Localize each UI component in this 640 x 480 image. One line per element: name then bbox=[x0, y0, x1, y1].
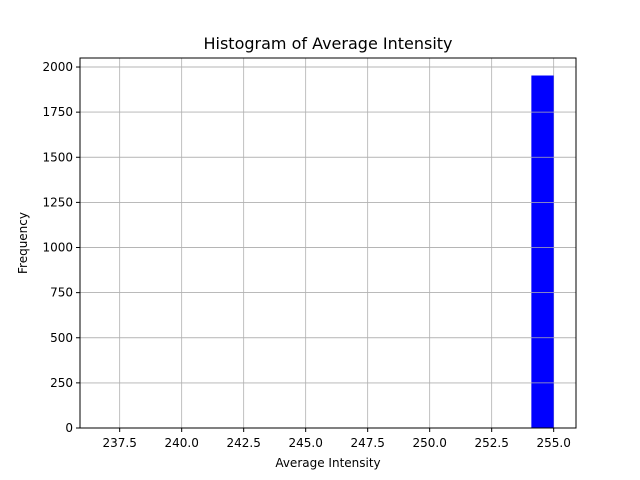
y-tick-label: 500 bbox=[50, 331, 73, 345]
y-axis-label: Frequency bbox=[16, 212, 30, 274]
plot-frame bbox=[79, 57, 577, 429]
y-tick-label: 2000 bbox=[42, 60, 73, 74]
x-tick-label: 240.0 bbox=[165, 436, 199, 450]
x-tick-label: 237.5 bbox=[103, 436, 137, 450]
y-tick-label: 750 bbox=[50, 286, 73, 300]
y-tick-label: 1500 bbox=[42, 150, 73, 164]
histogram-bar bbox=[531, 75, 554, 428]
x-tick-label: 252.5 bbox=[475, 436, 509, 450]
x-tick-label: 242.5 bbox=[227, 436, 261, 450]
y-tick-label: 1000 bbox=[42, 241, 73, 255]
y-tick-label: 0 bbox=[65, 421, 73, 435]
grid bbox=[80, 58, 576, 429]
x-tick-label: 250.0 bbox=[413, 436, 447, 450]
x-tick-label: 255.0 bbox=[537, 436, 571, 450]
y-tick-label: 1250 bbox=[42, 195, 73, 209]
x-axis-ticks: 237.5 240.0 242.5 245.0 247.5 250.0 252.5 255.0 bbox=[103, 428, 571, 450]
x-tick-label: 245.0 bbox=[289, 436, 323, 450]
y-axis-ticks: 0 250 500 750 1000 1250 1500 1750 2000 bbox=[42, 60, 80, 435]
x-axis-label: Average Intensity bbox=[275, 456, 380, 470]
y-tick-label: 250 bbox=[50, 376, 73, 390]
y-tick-label: 1750 bbox=[42, 105, 73, 119]
bars bbox=[80, 66, 576, 429]
chart-title: Histogram of Average Intensity bbox=[203, 34, 452, 53]
x-tick-label: 247.5 bbox=[351, 436, 385, 450]
